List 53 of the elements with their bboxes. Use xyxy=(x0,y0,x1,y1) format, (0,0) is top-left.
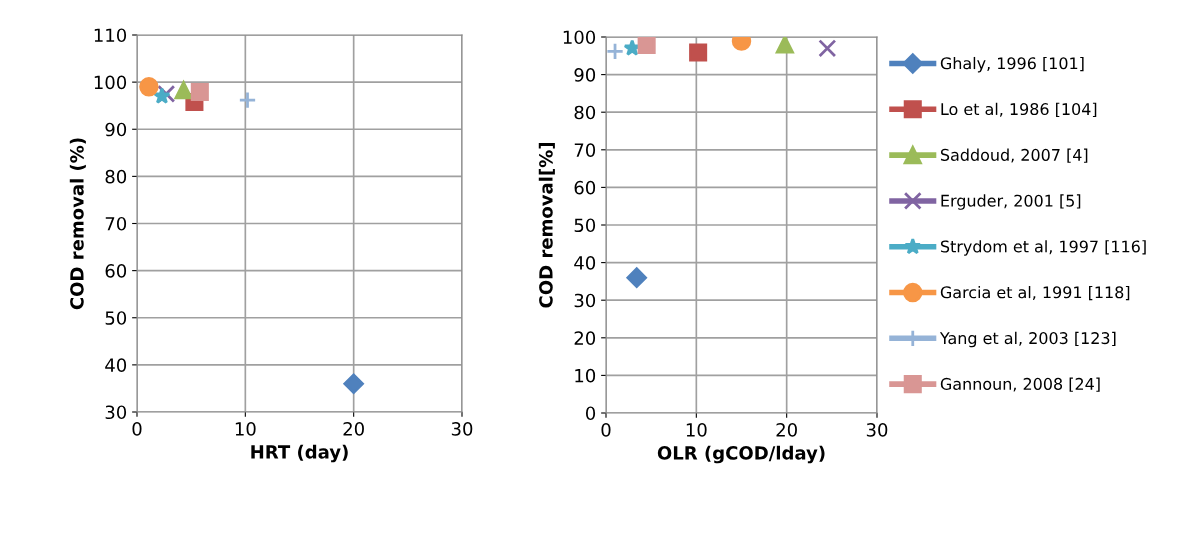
x-axis-title: OLR (gCOD/lday) xyxy=(657,445,825,464)
y-tick-label: 40 xyxy=(574,256,596,270)
legend-label: Erguder, 2001 [5] xyxy=(941,194,1081,210)
x-axis-title: HRT (day) xyxy=(251,444,348,463)
y-tick-label: 20 xyxy=(574,331,596,345)
y-tick-label: 50 xyxy=(574,218,596,233)
point xyxy=(174,81,193,100)
y-tick-label: 30 xyxy=(574,293,596,308)
legend-label: Gannoun, 2008 [24] xyxy=(940,377,1100,392)
y-tick-label: 0 xyxy=(585,406,596,421)
point xyxy=(157,84,176,103)
point xyxy=(343,373,364,394)
y-tick-label: 100 xyxy=(563,30,596,45)
legend-label: Strydom et al, 1997 [116] xyxy=(940,240,1146,256)
point xyxy=(818,39,837,58)
y-tick-label: 110 xyxy=(94,28,127,43)
point xyxy=(153,87,171,104)
y-tick-label: 90 xyxy=(574,68,596,82)
x-tick-label: 0 xyxy=(601,423,611,437)
point xyxy=(139,77,159,97)
y-tick-label: 30 xyxy=(105,405,127,420)
x-tick-label: 0 xyxy=(132,422,142,436)
y-tick-label: 70 xyxy=(574,143,596,157)
legend-label: Saddoud, 2007 [4] xyxy=(940,148,1088,163)
legend-label: Garcia et al, 1991 [118] xyxy=(940,285,1130,301)
x-tick-label: 30 xyxy=(866,423,888,437)
x-tick-label: 30 xyxy=(451,422,473,436)
y-tick-label: 80 xyxy=(105,169,127,184)
y-axis-title: COD removal (%) xyxy=(69,138,86,310)
y-tick-label: 70 xyxy=(105,216,127,231)
y-tick-label: 40 xyxy=(105,358,127,372)
point xyxy=(626,267,647,288)
point xyxy=(689,43,708,62)
point xyxy=(238,91,257,110)
point xyxy=(190,82,209,102)
legend-label: Yang et al, 2003 [123] xyxy=(939,331,1116,348)
x-tick-label: 10 xyxy=(686,423,707,437)
x-tick-label: 20 xyxy=(343,422,364,436)
y-tick-label: 100 xyxy=(94,75,127,90)
y-tick-label: 60 xyxy=(105,264,127,278)
y-tick-label: 80 xyxy=(574,105,596,120)
y-tick-label: 60 xyxy=(574,180,596,195)
x-tick-label: 10 xyxy=(235,422,256,436)
y-tick-label: 50 xyxy=(105,311,127,325)
point xyxy=(775,37,794,54)
legend-label: Lo et al, 1986 [104] xyxy=(941,102,1097,117)
point xyxy=(637,37,656,54)
legend-label: Ghaly, 1996 [101] xyxy=(940,56,1084,73)
y-tick-label: 10 xyxy=(575,368,596,383)
y-axis-title: COD removal[%] xyxy=(538,143,555,308)
y-tick-label: 90 xyxy=(105,122,127,137)
x-tick-label: 20 xyxy=(776,423,797,437)
point xyxy=(606,42,625,61)
